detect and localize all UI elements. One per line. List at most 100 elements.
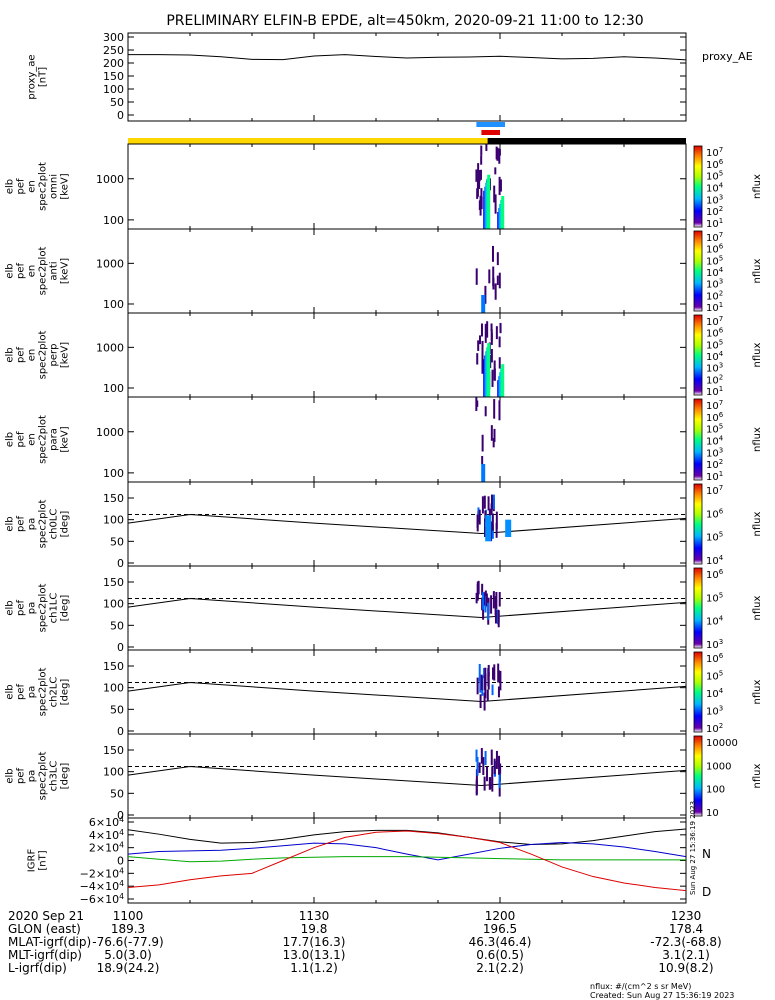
orbit-bar-yellow (128, 138, 488, 144)
pitch-angle-pixel (482, 592, 485, 610)
igrf-series-line (127, 856, 686, 863)
panel-ylabel-line: elb (5, 516, 16, 531)
colorbar-tick-label: 103 (706, 193, 723, 206)
spectrogram-pixel (485, 144, 488, 151)
pitch-angle-band (505, 519, 512, 537)
colorbar-tick-label: 105 (706, 670, 723, 683)
pitch-angle-pixel (483, 667, 486, 679)
y-tick-label: 100 (103, 382, 124, 395)
spectrogram-pixel (494, 167, 497, 175)
orbit-bar-blue (476, 122, 505, 127)
pitch-angle-pixel (477, 507, 480, 520)
spectrogram-pixel (498, 148, 501, 164)
y-tick-label: 0 (117, 109, 124, 122)
panel-ch1LC: elb pef pa spec2plot ch1LC [deg] 150 100 50 0 106 1… (5, 565, 763, 654)
proxy-ae-legend: proxy_AE (702, 50, 753, 63)
panel-ylabel-line: ch2LC (49, 677, 60, 708)
colorbar-label: nflux (752, 511, 763, 536)
colorbar-tick-label: 103 (706, 705, 723, 718)
panel-ylabel-line: pa (27, 686, 38, 698)
x-row-label: L-igrf(dip) (8, 961, 67, 975)
colorbar-tick-label: 105 (706, 531, 723, 544)
spectrogram-pixel (475, 169, 478, 182)
pitch-angle-pixel (476, 520, 479, 532)
spectrogram-pixel (490, 332, 493, 345)
spectrogram-pixel (481, 456, 484, 465)
spectrogram-band (487, 174, 491, 229)
colorbar-label: nflux (752, 258, 763, 283)
spectrogram-pixel (475, 397, 478, 411)
panel-ylabel-line: [keV] (60, 426, 71, 452)
pitch-angle-pixel (493, 758, 496, 775)
panel-ylabel-line: [keV] (60, 342, 71, 368)
spectrogram-pixel (492, 438, 495, 448)
spectrogram-pixel (499, 179, 502, 192)
pitch-angle-pixel (484, 673, 487, 686)
spectrogram-pixel (489, 354, 492, 369)
x-row-value: 10.9(8.2) (658, 961, 713, 975)
panel-ylabel-line: pa (27, 770, 38, 782)
y-tick-label: 50 (110, 96, 124, 109)
y-tick-label: 6×104 (89, 815, 124, 829)
y-tick-label: −6×104 (80, 892, 124, 906)
y-tick-label: 300 (103, 31, 124, 44)
x-row-value: 19.8 (301, 922, 328, 936)
y-tick-label: 150 (103, 492, 124, 505)
pitch-angle-pixel (491, 524, 494, 539)
loss-cone-line (127, 597, 687, 619)
pitch-angle-pixel (484, 750, 487, 766)
spectrogram-pixel (479, 335, 482, 345)
panel-ylabel-line: omni (49, 174, 60, 199)
colorbar-tick-label: 104 (706, 615, 724, 628)
panel-ylabel-line: [deg] (60, 679, 71, 706)
panel-ylabel-line: elb (5, 432, 16, 447)
pitch-angle-pixel (492, 667, 495, 680)
spectrogram-pixel (478, 174, 481, 189)
x-row-value: -72.3(-68.8) (650, 935, 721, 949)
panel-frame (127, 565, 687, 651)
panel-frame (127, 649, 687, 735)
pitch-angle-pixel (481, 496, 484, 514)
pitch-angle-pixel (498, 780, 501, 797)
panel-frame (127, 396, 687, 483)
loss-cone-line (127, 681, 687, 703)
spectrogram-pixel (486, 321, 489, 338)
colorbar-tick-label: 10000 (706, 738, 738, 749)
colorbar-tick-label: 10 (706, 808, 719, 819)
spectrogram-pixel (498, 357, 501, 369)
panel-omni: elb pef en spec2plot omni [keV] 10001001071061… (5, 143, 763, 230)
x-row-label: MLAT-igrf(dip) (8, 935, 91, 949)
pitch-angle-pixel (482, 604, 485, 620)
colorbar-tick-label: 103 (706, 362, 723, 375)
colorbar-tick-label: 107 (706, 231, 723, 244)
pitch-angle-pixel (490, 595, 493, 614)
panel-ylabel-line: ch0LC (49, 509, 60, 540)
y-tick-label: 1000 (96, 341, 124, 354)
panel-ylabel-line: ch1LC (49, 593, 60, 624)
colorbar-tick-label: 107 (706, 484, 723, 497)
colorbar-tick-label: 105 (706, 254, 723, 267)
pitch-angle-pixel (499, 670, 502, 691)
pitch-angle-pixel (495, 750, 498, 769)
x-row-label: GLON (east) (8, 922, 81, 936)
x-row-value: 1.1(1.2) (290, 961, 338, 975)
pitch-angle-pixel (491, 513, 494, 531)
y-tick-label: 150 (103, 576, 124, 589)
spectrogram-pixel (480, 188, 483, 203)
spectrogram-pixel (493, 428, 496, 442)
panel-frame (127, 143, 687, 230)
panel-ylabel-line: spec2plot (38, 752, 49, 801)
colorbar-tick-label: 103 (706, 638, 723, 651)
pitch-angle-pixel (497, 686, 500, 698)
colorbar-label: nflux (752, 595, 763, 620)
pitch-angle-pixel (478, 663, 481, 682)
proxy-ae-line (128, 54, 687, 61)
colorbar-tick-label: 101 (706, 301, 723, 314)
colorbar (693, 651, 703, 733)
y-tick-label: 200 (103, 57, 124, 70)
colorbar-tick-label: 1000 (706, 761, 731, 772)
x-row-value: 3.1(2.1) (662, 948, 710, 962)
y-tick-label: 0 (117, 809, 124, 822)
spectrogram-pixel (493, 399, 496, 419)
x-tick-label: 1100 (113, 909, 144, 923)
